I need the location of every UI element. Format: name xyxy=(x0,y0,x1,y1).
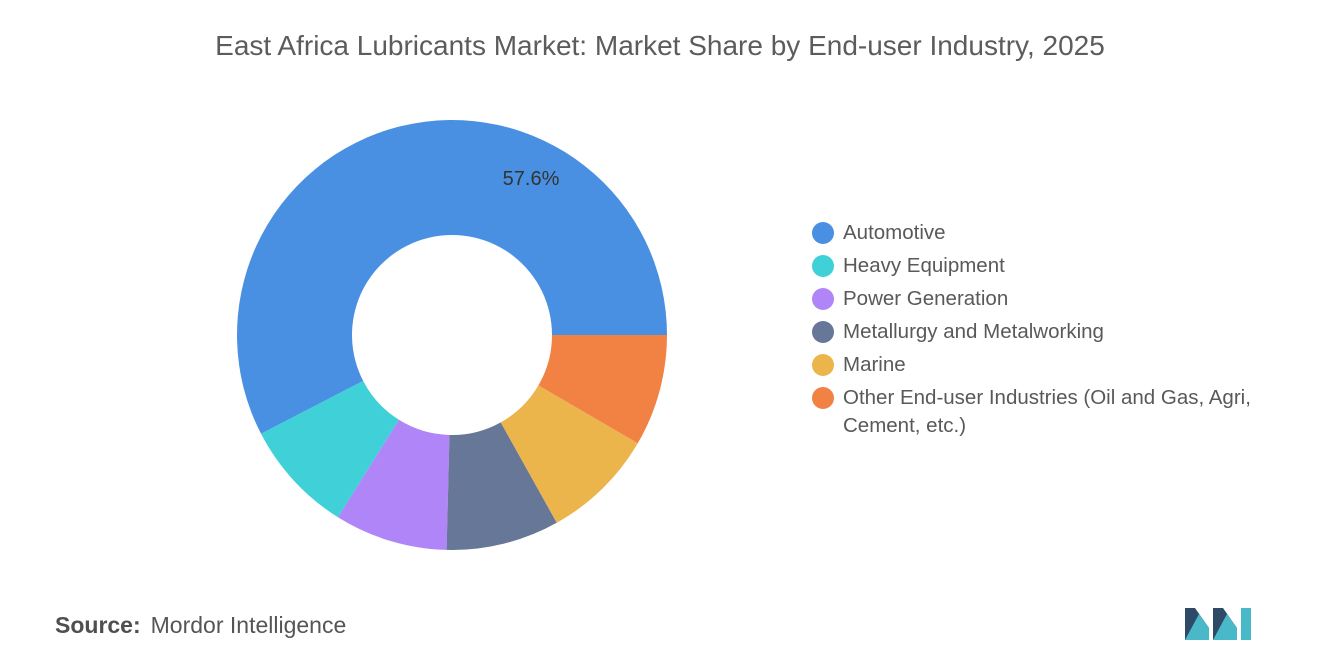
legend-label: Heavy Equipment xyxy=(843,254,1005,277)
legend-item: Automotive xyxy=(812,219,1272,247)
slice-other xyxy=(538,335,667,444)
legend-label: Automotive xyxy=(843,221,946,244)
source-text: Mordor Intelligence xyxy=(150,612,347,638)
data-label-automotive: 57.6% xyxy=(503,168,560,190)
donut-slices xyxy=(237,120,667,550)
slice-heavy xyxy=(261,380,399,518)
legend-swatch-icon xyxy=(812,222,834,244)
legend-item: Heavy Equipment xyxy=(812,252,1272,280)
legend-swatch-icon xyxy=(812,387,834,409)
mordor-intelligence-logo-icon xyxy=(1185,608,1251,640)
chart-title: East Africa Lubricants Market: Market Sh… xyxy=(215,30,1105,61)
legend-swatch-icon xyxy=(812,255,834,277)
slice-marine xyxy=(500,385,638,523)
legend-label: Other End-user Industries (Oil and Gas, … xyxy=(843,386,1251,437)
legend-label: Metallurgy and Metalworking xyxy=(843,320,1104,343)
legend-label: Power Generation xyxy=(843,287,1009,310)
source-note: Source: Mordor Intelligence xyxy=(55,612,346,639)
legend: Automotive Heavy Equipment Power Generatio… xyxy=(812,219,1272,445)
legend-item: Metallurgy and Metalworking xyxy=(812,318,1272,346)
source-label: Source: xyxy=(55,612,141,638)
legend-item: Power Generation xyxy=(812,285,1272,313)
legend-swatch-icon xyxy=(812,288,834,310)
legend-item: Other End-user Industries (Oil and Gas, … xyxy=(812,384,1272,440)
donut-labels: 57.6% xyxy=(503,168,560,190)
legend-swatch-icon xyxy=(812,321,834,343)
slice-power xyxy=(337,419,450,550)
slice-automotive xyxy=(237,120,667,434)
slice-metallurgy xyxy=(446,422,557,550)
legend-item: Marine xyxy=(812,351,1272,379)
legend-label: Marine xyxy=(843,353,906,376)
legend-swatch-icon xyxy=(812,354,834,376)
